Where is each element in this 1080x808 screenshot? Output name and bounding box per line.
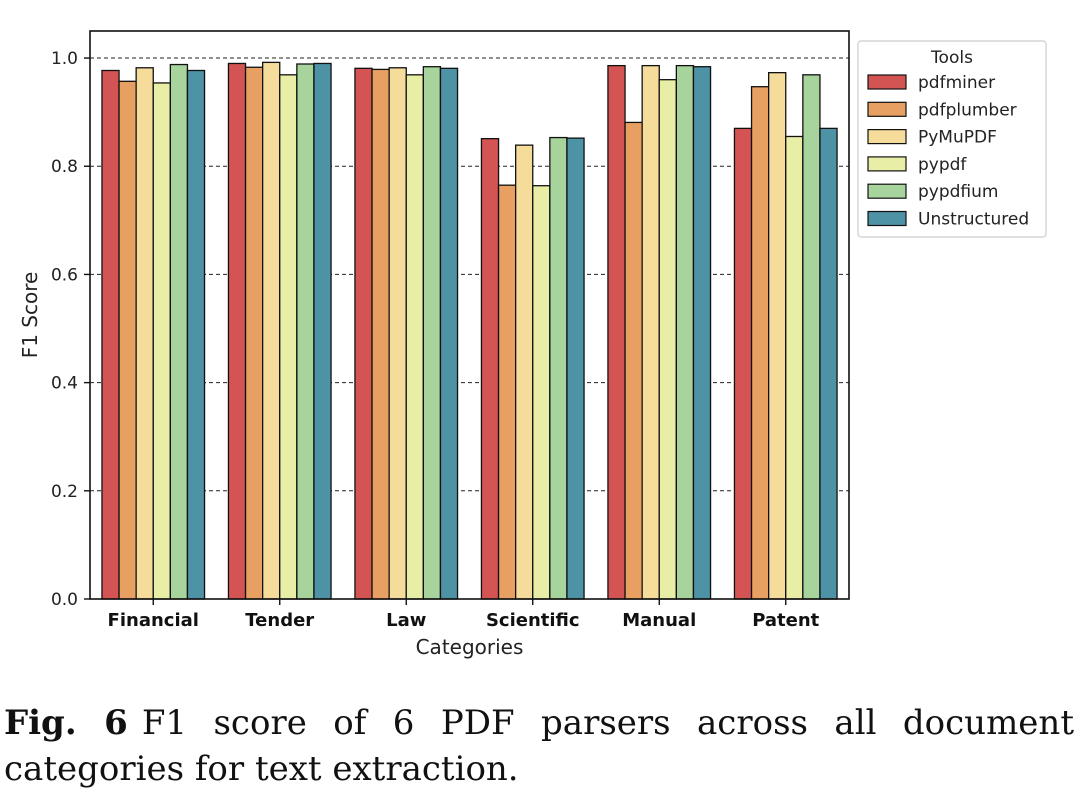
bar-manual-pypdf [658, 79, 678, 600]
bar-law-pypdfium [422, 66, 442, 600]
bar-law-unstructured [439, 67, 459, 600]
bar-tender-pypdfium [296, 63, 315, 600]
bar-financial-pypdfium [169, 63, 189, 600]
bar-patent-unstructured [819, 127, 838, 600]
y-axis-title: F1 Score [18, 272, 42, 359]
x-axis: Financial Tender Law Scientific Manual Patent [108, 599, 820, 631]
legend-swatch-pymupdf [867, 129, 907, 145]
x-axis-title: Categories [416, 635, 524, 659]
bar-patent-pdfminer [733, 127, 753, 600]
legend: Tools pdfminer pdfplumber PyMuPDF pypdf pypd… [857, 40, 1047, 238]
bar-patent-pypdfium [802, 74, 821, 600]
figure-caption: Fig. 6 F1 score of 6 PDF parsers across a… [4, 700, 1074, 792]
bar-scientific-pdfplumber [497, 184, 517, 600]
bar-manual-unstructured [692, 66, 712, 600]
gridlines [90, 57, 849, 492]
bar-scientific-pypdf [532, 185, 551, 600]
bar-law-pymupdf [388, 67, 407, 600]
bar-financial-unstructured [186, 69, 206, 600]
bar-tender-pdfplumber [244, 66, 264, 600]
legend-label-pdfplumber: pdfplumber [918, 100, 1017, 120]
legend-label-unstructured: Unstructured [918, 210, 1029, 230]
legend-label-pdfminer: pdfminer [918, 73, 995, 93]
legend-swatch-pdfminer [867, 74, 907, 90]
y-axis: 0.0 0.2 0.4 0.6 0.8 1.0 [51, 49, 90, 610]
legend-items: pdfminer pdfplumber PyMuPDF pypdf pypdfium Un… [867, 73, 1029, 230]
bar-tender-unstructured [313, 62, 332, 600]
legend-label-pypdfium: pypdfium [918, 182, 998, 202]
y-tick-label: 0.2 [51, 482, 78, 502]
y-tick-label: 0.8 [51, 157, 78, 177]
figure-label: Fig. 6 [4, 703, 128, 743]
bar-law-pdfplumber [371, 68, 390, 600]
bar-scientific-unstructured [566, 137, 585, 600]
legend-label-pypdf: pypdf [918, 155, 967, 175]
x-tick-label: Financial [108, 610, 199, 631]
bar-law-pypdf [405, 74, 425, 600]
legend-swatch-pdfplumber [867, 101, 907, 117]
bar-scientific-pymupdf [515, 144, 534, 600]
y-tick-label: 0.6 [51, 265, 78, 285]
bar-manual-pdfminer [607, 64, 626, 600]
bar-manual-pymupdf [641, 64, 660, 600]
x-tick-label: Patent [752, 610, 819, 631]
bar-tender-pdfminer [227, 62, 247, 600]
bar-scientific-pypdfium [549, 136, 568, 600]
plot-frame [89, 30, 850, 600]
y-tick-label: 0.4 [51, 374, 78, 394]
x-tick-label: Scientific [486, 610, 580, 631]
y-tick-label: 1.0 [51, 49, 78, 69]
bar-patent-pymupdf [768, 72, 787, 600]
bar-financial-pdfplumber [118, 80, 137, 600]
x-tick-label: Manual [622, 610, 696, 631]
bar-law-pdfminer [354, 67, 373, 600]
bar-scientific-pdfminer [480, 137, 500, 600]
bar-tender-pypdf [279, 74, 298, 600]
bar-financial-pymupdf [135, 67, 154, 600]
legend-swatch-pypdf [867, 156, 907, 172]
bar-chart: 0.0 0.2 0.4 0.6 0.8 1.0 Financial Tender Law Sci… [18, 30, 1047, 659]
caption-text: F1 score of 6 PDF parsers across all doc… [4, 703, 1074, 789]
legend-swatch-unstructured [867, 210, 907, 227]
legend-title: Tools [930, 48, 973, 68]
bar-patent-pypdf [785, 135, 804, 600]
bar-manual-pdfplumber [624, 121, 643, 600]
bar-manual-pypdfium [675, 64, 695, 600]
bars [101, 61, 838, 600]
y-tick-label: 0.0 [51, 590, 78, 610]
bar-tender-pymupdf [261, 61, 281, 600]
x-tick-label: Tender [245, 610, 314, 631]
legend-label-pymupdf: PyMuPDF [918, 128, 997, 148]
bar-financial-pypdf [152, 82, 172, 600]
legend-swatch-pypdfium [867, 183, 907, 199]
bar-patent-pdfplumber [750, 86, 770, 600]
bar-financial-pdfminer [101, 69, 120, 600]
x-tick-label: Law [386, 610, 426, 631]
